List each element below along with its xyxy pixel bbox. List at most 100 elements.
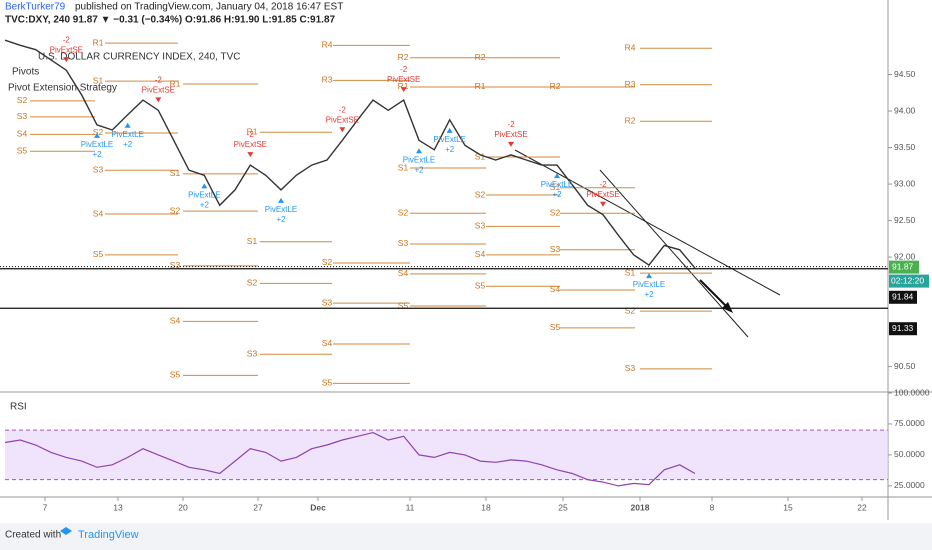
pivot-label: S1 [625, 267, 636, 277]
pivot-label: S1 [247, 236, 258, 246]
y-tick-label: 90.50 [894, 361, 916, 371]
signal-label: PivExtLE [111, 130, 143, 139]
signal-label: PivExtSE [234, 140, 267, 149]
pivot-label: S1 [93, 75, 104, 85]
pivot-label: S2 [322, 257, 333, 267]
x-tick-label: 22 [857, 502, 867, 512]
signal-label: PivExtLE [265, 205, 297, 214]
signal-arrow [63, 57, 70, 63]
pivot-label: S3 [398, 238, 409, 248]
rsi-tick-label: 75.0000 [894, 418, 925, 428]
signal-arrow [339, 127, 346, 133]
pivot-label: S4 [550, 284, 561, 294]
pivot-label: S3 [550, 244, 561, 254]
x-tick-label: 15 [783, 502, 793, 512]
pivot-label: S3 [17, 111, 28, 121]
footer-created: Created with [5, 530, 61, 541]
signal-qty: -2 [507, 120, 515, 129]
pivot-label: S2 [550, 208, 561, 218]
pivot-label: S4 [170, 316, 181, 326]
pivot-label: R1 [398, 81, 409, 91]
pivot-label: S2 [398, 208, 409, 218]
signal-qty: +2 [552, 190, 562, 199]
channel-line [599, 169, 749, 338]
pivot-label: R1 [475, 81, 486, 91]
signal-qty: -2 [339, 105, 347, 114]
signal-arrow [554, 173, 560, 179]
pivot-label: S5 [170, 370, 181, 380]
signal-arrow [508, 141, 514, 147]
signal-label: PivExtSE [326, 115, 359, 124]
pivot-label: S5 [475, 281, 486, 291]
channel-line [514, 149, 781, 296]
pivot-label: S3 [247, 348, 258, 358]
pivot-label: S1 [170, 168, 181, 178]
quote: TVC:DXY, 240 91.87 ▼ −0.31 (−0.34%) O:91… [5, 15, 336, 26]
signal-qty: +2 [276, 215, 286, 224]
rsi-tick-label: 100.0000 [894, 387, 930, 397]
pivot-label: S2 [170, 205, 181, 215]
signal-label: PivExtLE [541, 180, 573, 189]
signal-qty: +2 [200, 200, 210, 209]
pivot-label: R1 [247, 126, 258, 136]
signal-qty: +2 [92, 150, 102, 159]
rsi-line [4, 431, 696, 487]
pivot-label: S5 [17, 145, 28, 155]
signal-label: PivExtSE [586, 190, 619, 199]
signal-arrow [94, 132, 100, 138]
countdown-label: 02:12:20 [891, 275, 924, 285]
signal-label: PivExtLE [433, 135, 465, 144]
pivot-label: S2 [475, 189, 486, 199]
y-tick-label: 93.50 [894, 142, 916, 152]
pivot-label: R2 [398, 52, 409, 62]
signal-qty: +2 [414, 165, 424, 174]
price-badge-label: 91.84 [892, 292, 914, 302]
countdown-badge [889, 274, 929, 288]
signal-label: PivExtSE [387, 75, 420, 84]
x-tick-label: 11 [406, 502, 415, 512]
pivot-label: S3 [475, 221, 486, 231]
pivot-label: S5 [93, 249, 104, 259]
pivot-label: S3 [93, 164, 104, 174]
x-tick-label: 25 [558, 502, 568, 512]
pivot-label: R1 [170, 78, 181, 88]
pivot-label: S5 [398, 300, 409, 310]
arrow-head [722, 302, 733, 313]
signal-arrow [155, 97, 162, 103]
pivot-label: R4 [625, 43, 636, 53]
y-tick-label: 94.00 [894, 105, 916, 115]
y-tick-label: 92.00 [894, 251, 916, 261]
pivot-label: R4 [322, 40, 333, 50]
signal-label: PivExtLE [188, 190, 220, 199]
signal-label: PivExtSE [494, 130, 527, 139]
pivot-label: R2 [550, 81, 561, 91]
pivot-label: S4 [475, 249, 486, 259]
x-tick-label: 2018 [631, 502, 650, 512]
pivot-label: R2 [625, 116, 636, 126]
footer-brand[interactable]: TradingView [78, 529, 139, 541]
signal-label: PivExtSE [142, 85, 175, 94]
indicator: Pivots [12, 67, 39, 78]
pivot-label: S1 [475, 151, 486, 161]
footer-bar [0, 523, 932, 550]
rsi-band [5, 430, 888, 480]
signal-qty: +2 [123, 140, 133, 149]
price-badge-label: 91.33 [892, 323, 914, 333]
pivot-label: S5 [550, 322, 561, 332]
y-tick-label: 94.50 [894, 69, 916, 79]
author[interactable]: BerkTurker79 [5, 2, 66, 13]
x-tick-label: 18 [481, 502, 491, 512]
pivot-label: R3 [625, 79, 636, 89]
pivot-label: S3 [170, 260, 181, 270]
pivot-label: S1 [398, 162, 409, 172]
pivot-label: R3 [322, 75, 333, 85]
x-tick-label: Dec [310, 502, 326, 512]
x-tick-label: 8 [710, 502, 715, 512]
signal-label: PivExtSE [50, 45, 83, 54]
pivot-label: R2 [475, 52, 486, 62]
signal-arrow [201, 183, 208, 189]
y-tick-label: 92.50 [894, 215, 916, 225]
pivot-label: S1 [550, 182, 561, 192]
